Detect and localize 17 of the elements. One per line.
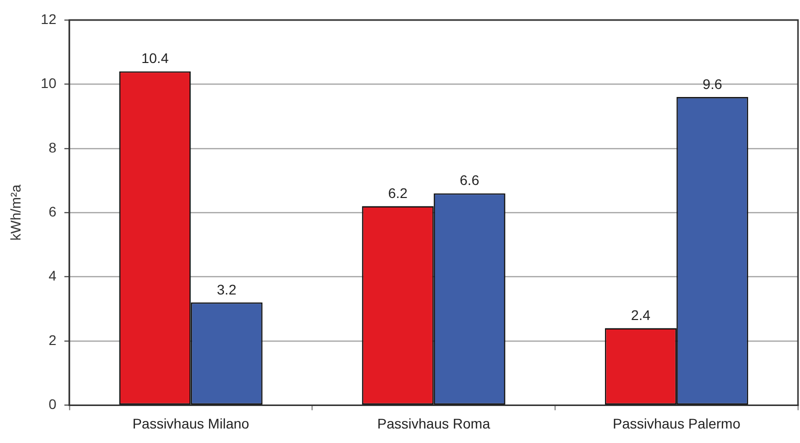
- data-label: 3.2: [216, 281, 237, 298]
- data-label: 6.2: [388, 185, 408, 202]
- y-tick-label: 10: [40, 75, 57, 92]
- data-label: 2.4: [631, 307, 651, 324]
- y-tick-label: 12: [40, 10, 57, 27]
- y-tick-label: 4: [48, 268, 57, 284]
- data-label: 10.4: [141, 50, 169, 66]
- x-tick-label: Passivhaus Roma: [377, 415, 490, 432]
- y-tick-label: 2: [48, 332, 57, 348]
- x-tick-label: Passivhaus Milano: [132, 415, 250, 432]
- y-tick-label: 8: [48, 139, 57, 156]
- x-tick-label: Passivhaus Palermo: [612, 415, 741, 432]
- y-axis-title: kWh/m²a: [7, 184, 24, 241]
- y-tick-label: 0: [48, 396, 57, 412]
- y-tick-label: 6: [48, 203, 57, 220]
- data-label: 9.6: [702, 76, 722, 92]
- data-label: 6.6: [460, 172, 480, 188]
